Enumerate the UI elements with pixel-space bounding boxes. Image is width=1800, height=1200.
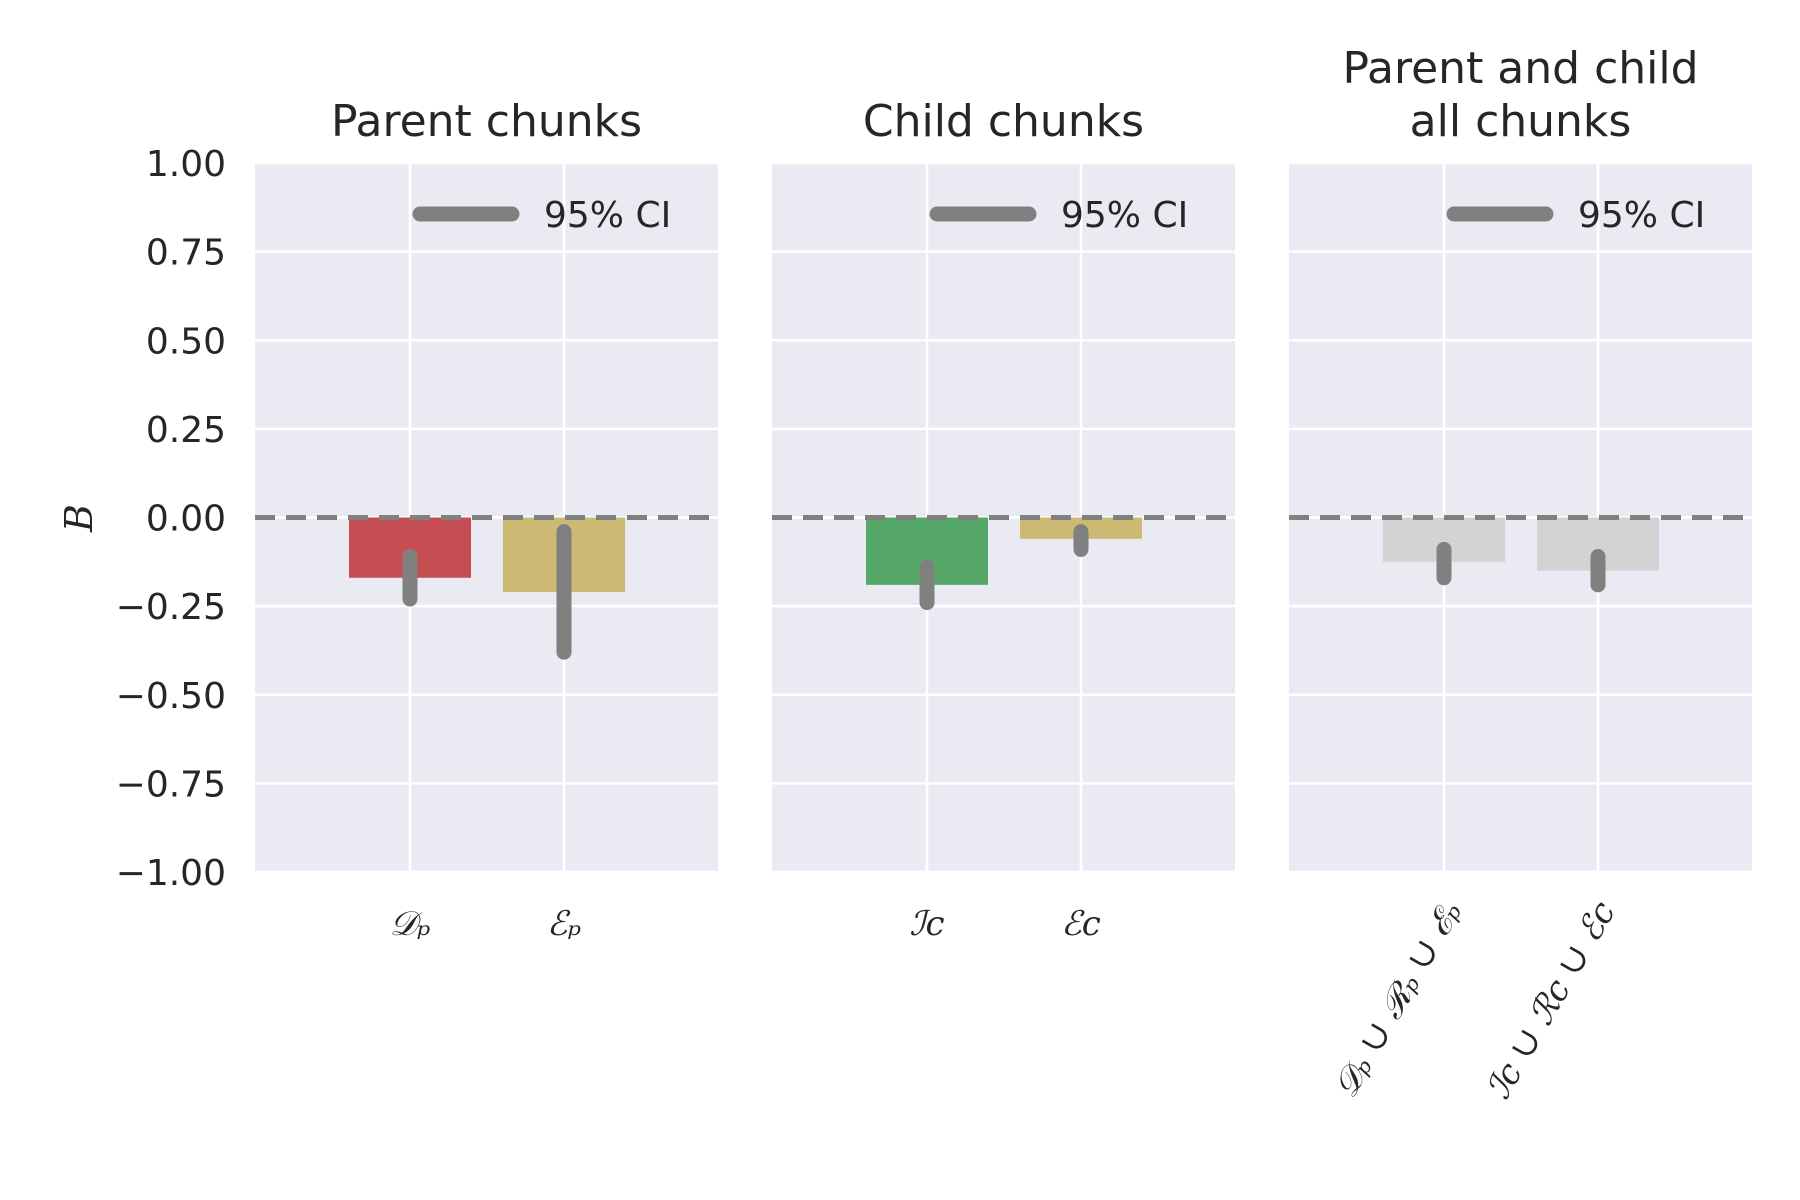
- panel-title-3: all chunks: [1410, 96, 1632, 147]
- category-label: ℐ𝑐: [909, 904, 944, 944]
- panel-title-1: Parent chunks: [331, 96, 642, 147]
- y-tick-label: 0.75: [146, 233, 226, 274]
- panel-title-3: Parent and child: [1342, 43, 1698, 94]
- legend-ci-label: 95% CI: [1061, 195, 1188, 236]
- y-tick-label: −0.25: [116, 587, 226, 628]
- category-label: ℰₚ: [547, 904, 581, 944]
- category-label: 𝒟ₚ: [390, 904, 431, 944]
- category-label: ℐ𝑐 ∪ ℛ𝑐 ∪ ℰ𝑐: [1479, 895, 1624, 1106]
- category-label: 𝒟ₚ ∪ ℛₚ ∪ ℰₚ: [1325, 895, 1469, 1105]
- y-tick-label: −1.00: [116, 853, 226, 894]
- y-tick-label: 1.00: [146, 144, 226, 185]
- y-axis-label: B: [57, 504, 101, 533]
- panel-title-2: Child chunks: [863, 96, 1144, 147]
- y-tick-label: 0.25: [146, 410, 226, 451]
- y-tick-label: 0.50: [146, 321, 226, 362]
- y-tick-label: −0.75: [116, 764, 226, 805]
- legend-ci-label: 95% CI: [544, 195, 671, 236]
- y-tick-label: 0.00: [146, 499, 226, 540]
- legend-ci-label: 95% CI: [1578, 195, 1705, 236]
- y-tick-label: −0.50: [116, 676, 226, 717]
- category-label: ℰ𝑐: [1061, 904, 1101, 944]
